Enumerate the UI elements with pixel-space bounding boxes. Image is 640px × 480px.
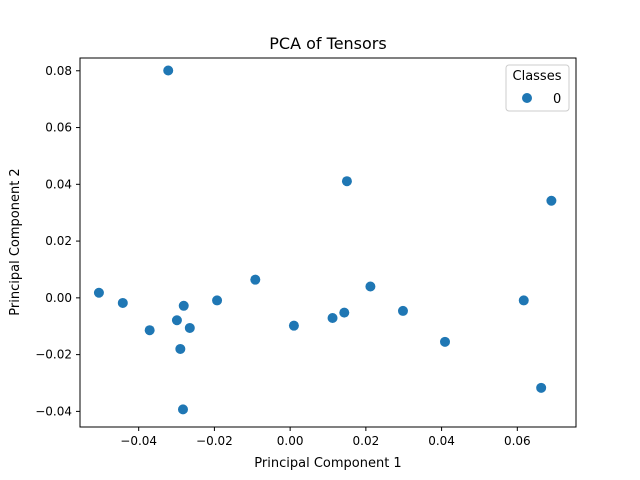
data-point (163, 65, 174, 76)
data-point (171, 315, 182, 326)
legend-marker-0 (522, 93, 532, 103)
x-axis-label: Principal Component 1 (254, 456, 401, 471)
data-point (546, 195, 557, 206)
y-tick-label: 0.04 (45, 177, 72, 191)
y-axis-label: Principal Component 2 (8, 168, 23, 315)
data-point (339, 307, 350, 318)
data-point (250, 274, 261, 285)
data-point (341, 176, 352, 187)
y-tick-label: 0.00 (45, 291, 72, 305)
plot-area-frame (79, 57, 577, 428)
data-point (184, 322, 195, 333)
legend: Classes 0 (505, 64, 570, 112)
x-tick-label: 0.04 (428, 434, 455, 448)
x-tick-label: 0.02 (353, 434, 380, 448)
data-points (93, 65, 557, 415)
y-axis-ticks: −0.04 −0.02 0.00 0.02 0.04 0.06 0.08 (35, 64, 80, 418)
data-point (93, 287, 104, 298)
data-point (327, 313, 338, 324)
data-point (212, 295, 223, 306)
data-point (397, 305, 408, 316)
y-tick-label: −0.02 (35, 348, 72, 362)
data-point (536, 382, 547, 393)
data-point (518, 295, 529, 306)
y-tick-label: 0.06 (45, 121, 72, 135)
y-tick-label: 0.08 (45, 64, 72, 78)
data-point (177, 404, 188, 415)
x-tick-label: −0.04 (120, 434, 157, 448)
data-point (178, 300, 189, 311)
data-point (439, 336, 450, 347)
data-point (288, 320, 299, 331)
x-tick-label: 0.06 (504, 434, 531, 448)
legend-label-0: 0 (553, 92, 561, 107)
legend-title: Classes (513, 69, 562, 84)
x-tick-label: 0.00 (277, 434, 304, 448)
legend-box (505, 64, 570, 112)
x-axis-ticks: −0.04 −0.02 0.00 0.02 0.04 0.06 (120, 427, 531, 448)
y-tick-label: 0.02 (45, 234, 72, 248)
data-point (144, 325, 155, 336)
data-point (117, 297, 128, 308)
data-point (365, 281, 376, 292)
data-point (175, 343, 186, 354)
x-tick-label: −0.02 (196, 434, 233, 448)
chart-title: PCA of Tensors (269, 34, 386, 53)
y-tick-label: −0.04 (35, 404, 72, 418)
